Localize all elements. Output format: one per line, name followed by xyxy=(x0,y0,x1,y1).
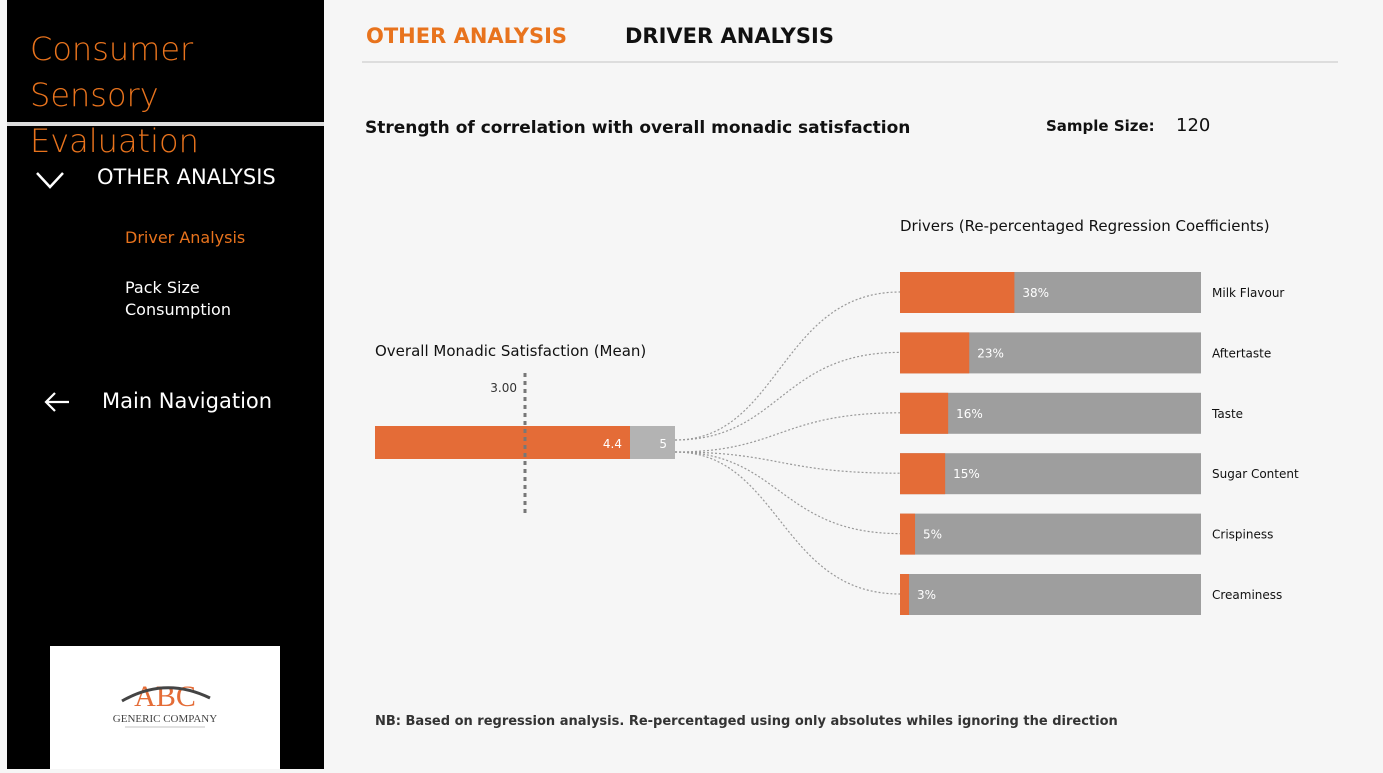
arrow-left-icon[interactable] xyxy=(43,391,71,413)
main-navigation-link[interactable]: Main Navigation xyxy=(102,389,273,413)
company-logo: ABC GENERIC COMPANY xyxy=(50,646,280,769)
sample-size-value: 120 xyxy=(1176,115,1211,136)
connector-line xyxy=(674,412,901,453)
driver-value-label: 15% xyxy=(953,467,980,481)
driver-bar xyxy=(900,332,970,374)
driver-bar xyxy=(900,574,910,615)
title-line: Consumer Sensory xyxy=(30,30,194,114)
svg-text:GENERIC COMPANY: GENERIC COMPANY xyxy=(113,713,217,725)
title-line: Evaluation xyxy=(30,122,199,160)
driver-bar-bg xyxy=(900,574,1201,615)
divider xyxy=(7,122,324,126)
driver-bar xyxy=(900,272,1015,313)
svg-text:ABC: ABC xyxy=(134,680,196,713)
driver-category-label: Aftertaste xyxy=(1212,346,1271,360)
connector-line xyxy=(674,351,901,441)
driver-value-label: 3% xyxy=(917,588,936,602)
drivers-chart-title: Drivers (Re-percentaged Regression Coeff… xyxy=(900,217,1270,235)
driver-value-label: 5% xyxy=(923,528,942,542)
connector-line xyxy=(674,451,901,595)
sample-size-label: Sample Size: xyxy=(1046,117,1155,135)
nav-section-other-analysis[interactable]: OTHER ANALYSIS xyxy=(97,165,276,189)
nav-item-driver-analysis[interactable]: Driver Analysis xyxy=(125,228,246,247)
sidebar: Consumer Sensory Evaluation OTHER ANALYSI… xyxy=(7,0,324,769)
driver-bar-bg xyxy=(900,392,1201,434)
driver-category-label: Sugar Content xyxy=(1212,467,1299,481)
driver-category-label: Creaminess xyxy=(1212,588,1282,602)
chevron-down-icon[interactable] xyxy=(35,170,65,190)
divider xyxy=(362,61,1338,63)
satisfaction-chart-title: Overall Monadic Satisfaction (Mean) xyxy=(375,342,647,360)
page-heading: Strength of correlation with overall mon… xyxy=(365,118,911,138)
max-value-label: 5 xyxy=(659,437,667,451)
footnote: NB: Based on regression analysis. Re-per… xyxy=(375,714,1118,729)
connector-line xyxy=(674,291,901,441)
driver-bar xyxy=(900,392,949,434)
app-title: Consumer Sensory Evaluation xyxy=(30,26,324,164)
tab-driver-analysis[interactable]: DRIVER ANALYSIS xyxy=(625,24,834,48)
driver-category-label: Milk Flavour xyxy=(1212,286,1284,300)
satisfaction-bar xyxy=(375,426,630,459)
tab-other-analysis[interactable]: OTHER ANALYSIS xyxy=(366,24,568,48)
driver-bar xyxy=(900,453,946,495)
nav-item-pack-size[interactable]: Pack Size Consumption xyxy=(125,278,231,319)
satisfaction-value-label: 4.4 xyxy=(603,437,622,451)
driver-value-label: 38% xyxy=(1022,286,1049,300)
driver-category-label: Crispiness xyxy=(1212,528,1273,542)
driver-bar xyxy=(900,513,916,555)
driver-category-label: Taste xyxy=(1211,407,1243,421)
driver-value-label: 23% xyxy=(977,346,1004,360)
driver-bar-bg xyxy=(900,453,1201,495)
driver-bar-bg xyxy=(900,513,1201,555)
reference-label: 3.00 xyxy=(490,381,517,395)
driver-value-label: 16% xyxy=(956,407,983,421)
connector-line xyxy=(674,451,901,535)
